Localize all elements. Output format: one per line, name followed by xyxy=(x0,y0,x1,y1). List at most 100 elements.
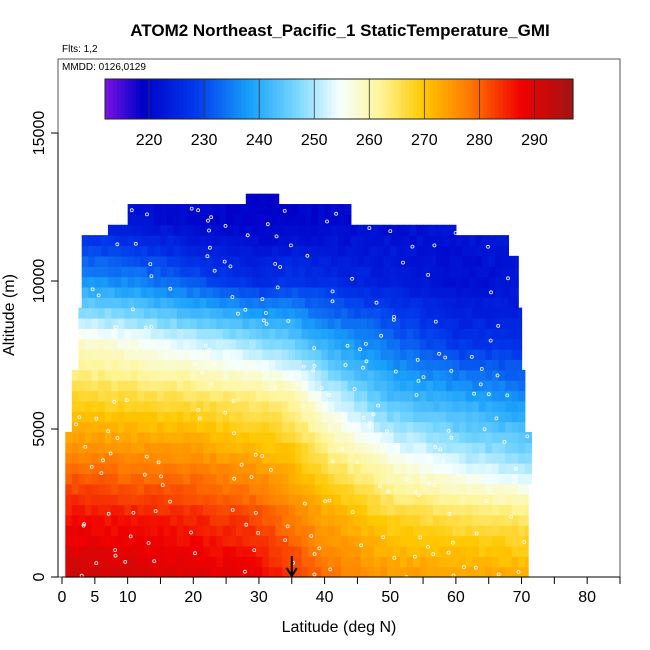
heatmap-cell xyxy=(157,494,165,506)
heatmap-cell xyxy=(419,463,427,474)
heatmap-cell xyxy=(426,535,434,547)
heatmap-cell xyxy=(91,318,99,329)
heatmap-cell xyxy=(252,204,260,215)
heatmap-cell xyxy=(78,431,86,443)
heatmap-cell xyxy=(419,328,427,340)
heatmap-cell xyxy=(235,359,244,371)
heatmap-cell xyxy=(498,463,506,474)
heatmap-cell xyxy=(291,235,299,247)
heatmap-cell xyxy=(331,204,339,215)
heatmap-cell xyxy=(400,483,408,495)
heatmap-cell xyxy=(518,566,526,578)
heatmap-cell xyxy=(137,494,145,506)
heatmap-cell xyxy=(511,411,519,423)
heatmap-cell xyxy=(518,328,523,340)
heatmap-cell xyxy=(249,307,257,319)
heatmap-cell xyxy=(413,483,421,495)
observation-point xyxy=(388,229,393,234)
heatmap-cell xyxy=(354,535,362,547)
observation-point xyxy=(142,472,147,477)
heatmap-cell xyxy=(242,307,250,319)
heatmap-cell xyxy=(134,286,142,298)
observation-point xyxy=(235,311,240,316)
colorbar-segment xyxy=(335,79,340,119)
heatmap-cell xyxy=(491,452,500,464)
heatmap-cell xyxy=(203,525,211,537)
heatmap-cell xyxy=(144,504,152,516)
heatmap-cell xyxy=(160,235,168,247)
heatmap-cell xyxy=(341,525,349,537)
heatmap-cell xyxy=(518,483,526,495)
heatmap-cell xyxy=(249,421,257,433)
heatmap-cell xyxy=(360,349,368,361)
heatmap-cell xyxy=(295,525,303,537)
heatmap-cell xyxy=(78,494,86,506)
observation-point xyxy=(192,361,197,366)
heatmap-cell xyxy=(275,504,283,516)
heatmap-cell xyxy=(327,514,336,526)
observation-point xyxy=(77,334,82,339)
heatmap-cell xyxy=(380,566,388,578)
heatmap-cell xyxy=(222,359,230,371)
heatmap-cell xyxy=(341,369,349,381)
colorbar-tick-label: 220 xyxy=(136,132,163,149)
heatmap-cell xyxy=(209,431,217,443)
heatmap-cell xyxy=(413,380,421,392)
observation-point xyxy=(421,375,426,380)
heatmap-cell xyxy=(304,245,313,257)
colorbar-segment xyxy=(214,79,219,119)
observation-point xyxy=(245,233,250,238)
heatmap-cell xyxy=(222,566,230,578)
heatmap-cell xyxy=(341,545,349,557)
heatmap-cell xyxy=(400,442,408,454)
heatmap-cell xyxy=(81,276,89,288)
heatmap-cell xyxy=(183,514,191,526)
heatmap-cell xyxy=(239,266,247,278)
heatmap-cell xyxy=(363,297,372,309)
heatmap-cell xyxy=(498,442,506,454)
heatmap-cell xyxy=(511,380,519,392)
heatmap-cell xyxy=(226,297,234,309)
heatmap-cell xyxy=(137,483,145,495)
heatmap-cell xyxy=(114,224,122,236)
heatmap-cell xyxy=(242,452,250,464)
observation-point xyxy=(200,370,205,375)
colorbar-frame xyxy=(104,78,574,120)
heatmap-cell xyxy=(439,359,447,371)
heatmap-cell xyxy=(344,235,352,247)
heatmap-cell xyxy=(212,235,221,247)
heatmap-cell xyxy=(153,297,162,309)
heatmap-cell xyxy=(393,369,401,381)
observation-point xyxy=(410,244,415,249)
heatmap-cell xyxy=(478,359,487,371)
heatmap-cell xyxy=(465,307,473,319)
heatmap-cell xyxy=(104,525,112,537)
heatmap-cell xyxy=(275,307,283,319)
heatmap-cell xyxy=(354,452,362,464)
heatmap-cell xyxy=(78,380,86,392)
latitude-marker-arrow xyxy=(285,556,298,578)
heatmap-cell xyxy=(465,494,473,506)
heatmap-cell xyxy=(186,286,194,298)
heatmap-cell xyxy=(268,359,276,371)
heatmap-cell xyxy=(176,338,185,350)
heatmap-cell xyxy=(341,463,349,474)
heatmap-cell xyxy=(321,421,329,433)
heatmap-cell xyxy=(137,431,145,443)
heatmap-cell xyxy=(226,214,234,226)
heatmap-cell xyxy=(301,514,309,526)
observation-point xyxy=(252,548,257,552)
heatmap-cell xyxy=(360,525,368,537)
heatmap-cell xyxy=(367,307,375,319)
heatmap-cell xyxy=(127,297,135,309)
heatmap-cell xyxy=(265,266,273,278)
heatmap-cell xyxy=(281,545,290,557)
heatmap-cell xyxy=(386,452,395,464)
heatmap-cell xyxy=(209,473,217,485)
heatmap-cell xyxy=(288,514,296,526)
heatmap-cell xyxy=(209,349,217,361)
observation-point xyxy=(432,483,437,487)
heatmap-cell xyxy=(416,245,424,257)
heatmap-cell xyxy=(409,297,418,309)
heatmap-cell xyxy=(235,380,244,392)
